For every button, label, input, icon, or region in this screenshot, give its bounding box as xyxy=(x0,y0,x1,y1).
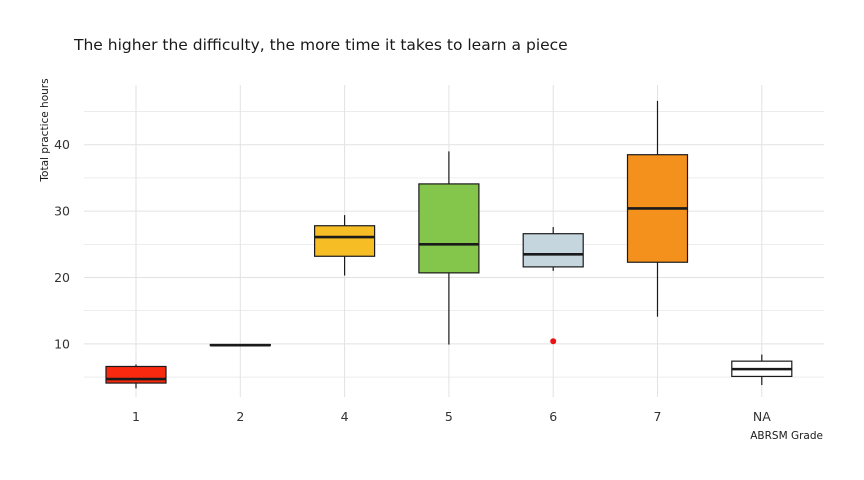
x-tick-label: 1 xyxy=(132,409,140,424)
y-axis-title: Total practice hours xyxy=(39,78,51,182)
chart-title: The higher the difficulty, the more time… xyxy=(74,36,568,54)
y-tick-label: 10 xyxy=(54,336,70,351)
iqr-box xyxy=(522,233,584,268)
box-2 xyxy=(209,343,271,347)
y-tick-label: 20 xyxy=(54,270,70,285)
box-4 xyxy=(314,215,376,276)
box-NA xyxy=(731,354,793,386)
box-1 xyxy=(105,364,167,389)
box-6 xyxy=(522,227,584,345)
box-7 xyxy=(626,100,689,317)
iqr-box xyxy=(314,225,376,257)
box-5 xyxy=(418,151,480,345)
y-tick-label: 30 xyxy=(54,204,70,219)
iqr-box xyxy=(418,183,480,274)
x-tick-label: 7 xyxy=(654,409,662,424)
x-tick-label: 2 xyxy=(236,409,244,424)
y-tick-label: 40 xyxy=(54,137,70,152)
outlier-point xyxy=(550,338,557,345)
tick-labels: 10 20 30 40 1 2 4 5 6 7 NA xyxy=(54,137,771,424)
iqr-box xyxy=(105,365,167,384)
box-layer xyxy=(105,100,793,389)
x-tick-label: 5 xyxy=(445,409,453,424)
x-tick-label: 4 xyxy=(341,409,349,424)
x-tick-label: NA xyxy=(753,409,771,424)
x-tick-label: 6 xyxy=(549,409,557,424)
x-axis-title: ABRSM Grade xyxy=(750,430,823,442)
